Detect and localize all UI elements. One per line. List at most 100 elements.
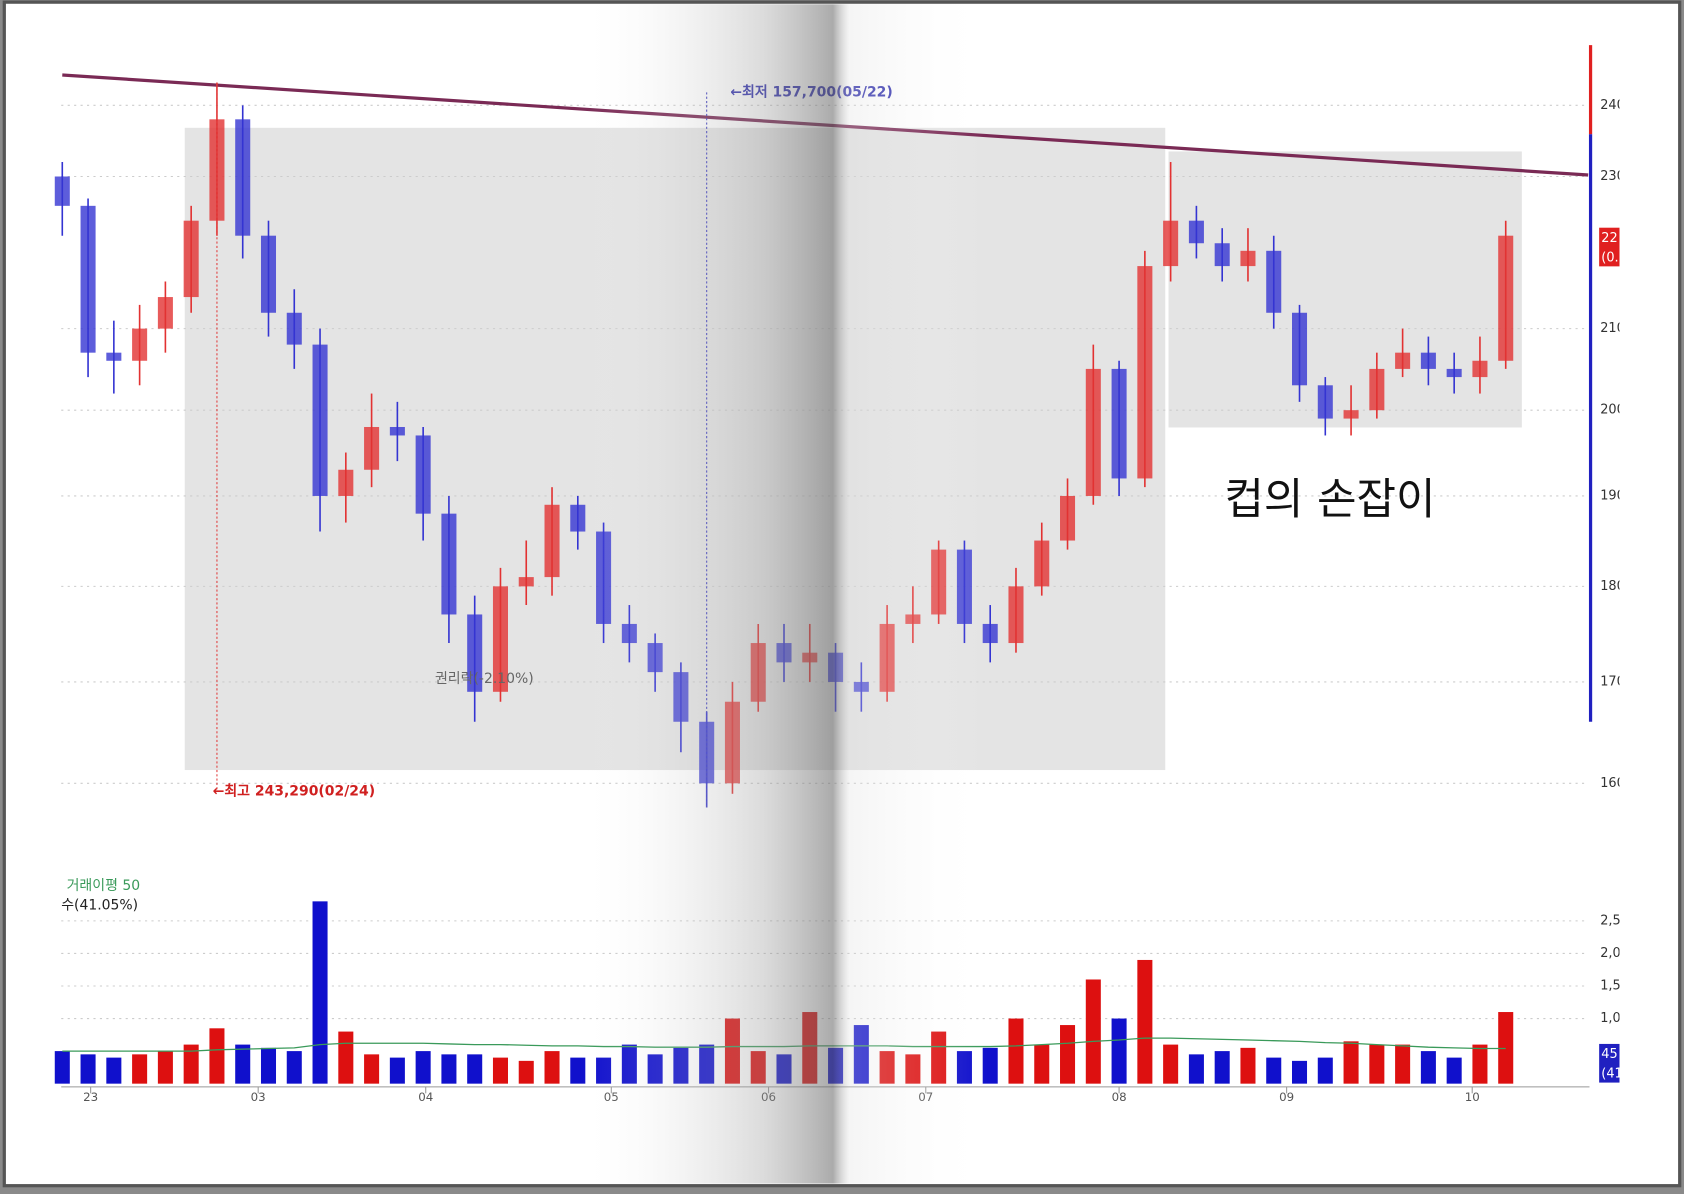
volume-bar bbox=[415, 1051, 431, 1084]
volume-bar bbox=[931, 1031, 947, 1084]
volume-badge-text: 45 bbox=[1601, 1047, 1617, 1062]
candle-body bbox=[1214, 243, 1230, 267]
volume-bar bbox=[647, 1054, 663, 1084]
v-tick-label: 1,000,000 bbox=[1600, 1011, 1666, 1026]
candle-body bbox=[1446, 368, 1462, 378]
candle-body bbox=[492, 586, 508, 692]
volume-bar bbox=[1240, 1047, 1256, 1084]
volume-badge-text: (41 bbox=[1601, 1066, 1622, 1081]
volume-bar bbox=[1034, 1044, 1050, 1084]
candle-body bbox=[106, 352, 122, 361]
x-tick-label: 03 bbox=[251, 1090, 266, 1104]
y-tick-label: 170,000 bbox=[1600, 674, 1653, 689]
candle-body bbox=[647, 643, 663, 673]
y-tick-label: 190,000 bbox=[1600, 488, 1653, 503]
candle-body bbox=[364, 426, 380, 470]
volume-bar bbox=[621, 1044, 637, 1084]
candle-body bbox=[260, 235, 277, 313]
candle-body bbox=[415, 435, 431, 514]
volume-bar bbox=[1291, 1060, 1308, 1084]
volume-bar bbox=[853, 1025, 869, 1084]
volume-bar bbox=[441, 1054, 457, 1084]
v-tick-label: 1,500,000 bbox=[1600, 978, 1666, 993]
candle-body bbox=[699, 721, 715, 784]
volume-bar bbox=[364, 1054, 380, 1084]
y-tick-label: 210,000 bbox=[1600, 321, 1653, 336]
candle-body bbox=[157, 297, 173, 329]
y-tick-label: 240,000 bbox=[1600, 98, 1653, 113]
candle-body bbox=[1472, 360, 1488, 378]
candle-body bbox=[183, 220, 199, 298]
volume-bar bbox=[1420, 1051, 1436, 1084]
candle-body bbox=[931, 549, 947, 615]
candle-body bbox=[1137, 266, 1153, 479]
low-label: ←최저 157,700(05/22) bbox=[730, 84, 892, 100]
y-tick-label: 160,000 bbox=[1600, 776, 1653, 791]
x-tick-label: 06 bbox=[761, 1090, 776, 1104]
volume-bar bbox=[1317, 1057, 1333, 1084]
candle-body bbox=[673, 672, 689, 722]
volume-bar bbox=[699, 1044, 715, 1084]
volume-bar bbox=[1060, 1025, 1076, 1084]
volume-bar bbox=[1214, 1051, 1230, 1084]
volume-bar bbox=[183, 1044, 199, 1084]
volume-bar bbox=[286, 1051, 302, 1084]
candle-body bbox=[853, 681, 869, 692]
volume-bar bbox=[54, 1051, 70, 1084]
volume-bar bbox=[544, 1051, 560, 1084]
volume-bar bbox=[260, 1047, 277, 1084]
candle-body bbox=[1111, 368, 1127, 479]
v-tick-label: 2,500,000 bbox=[1600, 913, 1666, 928]
volume-bar bbox=[956, 1051, 972, 1084]
volume-bar bbox=[750, 1051, 766, 1084]
volume-bar bbox=[802, 1012, 818, 1084]
volume-bar bbox=[673, 1047, 689, 1084]
candle-body bbox=[1240, 250, 1256, 267]
x-tick-label: 07 bbox=[918, 1090, 933, 1104]
candle-body bbox=[389, 426, 405, 436]
candle-body bbox=[596, 531, 612, 624]
x-tick-label: 04 bbox=[418, 1090, 433, 1104]
volume-bar bbox=[389, 1057, 405, 1084]
candle-body bbox=[828, 652, 844, 682]
x-tick-label: 08 bbox=[1112, 1090, 1127, 1104]
candle-body bbox=[1317, 385, 1333, 419]
candle-body bbox=[467, 614, 483, 692]
candle-body bbox=[802, 652, 818, 663]
volume-bar bbox=[80, 1054, 96, 1084]
volume-bar bbox=[1137, 959, 1153, 1084]
candle-body bbox=[441, 513, 457, 615]
high-label: ←최고 243,290(02/24) bbox=[213, 784, 375, 800]
candle-body bbox=[776, 643, 792, 663]
candle-body bbox=[570, 504, 586, 532]
candle-body bbox=[54, 176, 70, 206]
rights-label: 권리락(-2.10%) bbox=[435, 671, 534, 687]
price-badge bbox=[1599, 227, 1620, 267]
candle-body bbox=[1085, 368, 1101, 496]
volume-bar bbox=[1446, 1057, 1462, 1084]
volume-bar bbox=[724, 1018, 740, 1084]
x-tick-label: 09 bbox=[1279, 1090, 1294, 1104]
volume-bar bbox=[1008, 1018, 1024, 1084]
candle-body bbox=[982, 623, 998, 644]
candle-body bbox=[1369, 368, 1385, 411]
candle-body bbox=[956, 549, 972, 624]
volume-bar bbox=[1266, 1057, 1282, 1084]
volume-bar bbox=[1111, 1018, 1127, 1084]
candle-body bbox=[312, 344, 328, 496]
candle-body bbox=[879, 623, 895, 692]
candle-body bbox=[1060, 495, 1076, 541]
volume-bar bbox=[982, 1047, 998, 1084]
candle-body bbox=[1498, 235, 1514, 361]
candle-body bbox=[80, 205, 96, 353]
handle-box bbox=[1168, 151, 1522, 428]
price-badge-text: (0. bbox=[1601, 250, 1618, 265]
candle-body bbox=[1266, 250, 1282, 313]
candle-body bbox=[905, 614, 921, 624]
candle-body bbox=[724, 701, 740, 784]
volume-bar bbox=[570, 1057, 586, 1084]
volume-bar bbox=[518, 1060, 534, 1084]
candle-body bbox=[1008, 586, 1024, 644]
volume-bar bbox=[1369, 1044, 1385, 1084]
